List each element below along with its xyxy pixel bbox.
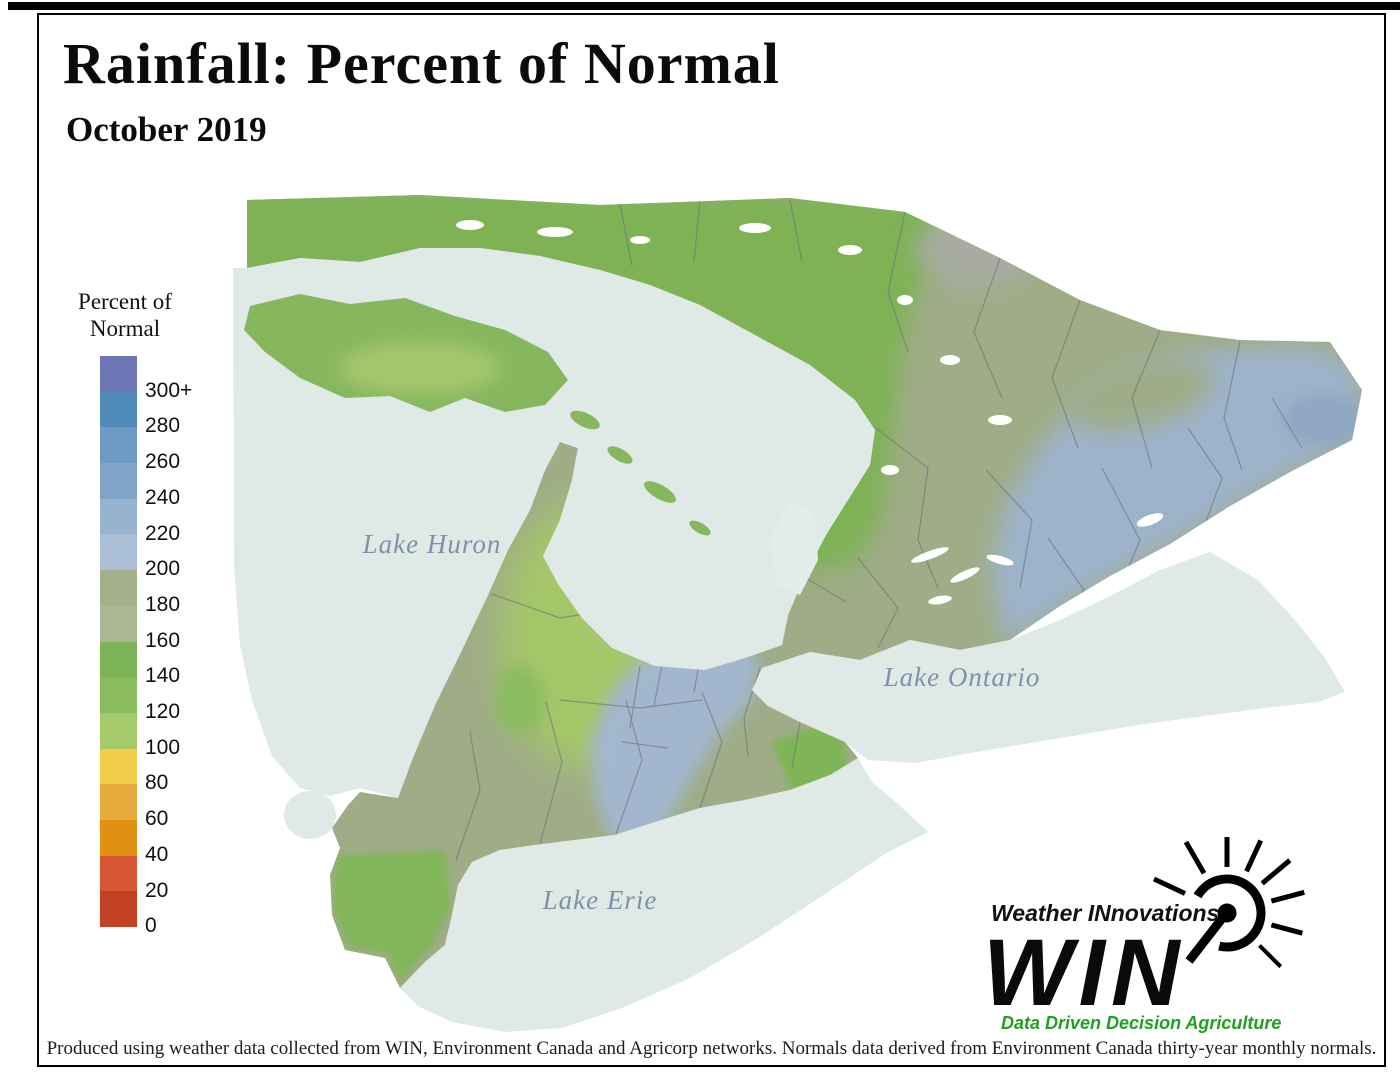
region-west-green-hint (495, 665, 545, 735)
legend-band-280 (100, 391, 137, 428)
sun-icon (1152, 837, 1305, 969)
lake-erie-label: Lake Erie (542, 885, 658, 915)
legend-label-140: 140 (145, 664, 181, 688)
lake-huron-label: Lake Huron (362, 529, 502, 559)
page-subtitle: October 2019 (66, 110, 267, 149)
legend-band-20 (100, 855, 137, 892)
logo-brand-text: Weather INnovations (991, 900, 1219, 926)
region-ottawa-olive (1066, 359, 1214, 431)
legend-label-220: 220 (145, 521, 181, 545)
legend-label-0: 0 (145, 914, 157, 938)
legend-band-140 (100, 641, 137, 678)
footer-note: Produced using weather data collected fr… (46, 1038, 1377, 1059)
legend-band-180 (100, 570, 137, 606)
legend-title-line1: Percent of (78, 289, 172, 314)
legend-band-220 (100, 498, 137, 535)
legend-band-0 (100, 891, 137, 927)
legend-band-60 (100, 784, 137, 820)
lake-simcoe-shape (770, 500, 818, 595)
legend-band-160 (100, 605, 137, 642)
lake-erie-shape (400, 758, 928, 1032)
logo-acronym-text: WIN (983, 920, 1186, 1026)
legend-band-240 (100, 463, 137, 499)
page-frame (37, 13, 1386, 1067)
region-essex-green (334, 850, 450, 982)
legend-label-40: 40 (145, 842, 169, 866)
legend-title: Percent of Normal (40, 288, 210, 342)
legend: Percent of Normal 300+ 280 260 240 220 200 180… (40, 288, 210, 937)
region-fareast-blue (1283, 394, 1362, 446)
legend-label-240: 240 (145, 485, 181, 509)
logo-tagline-text: Data Driven Decision Agriculture (1001, 1013, 1281, 1033)
legend-label-20: 20 (145, 878, 169, 902)
lake-ontario-label: Lake Ontario (883, 662, 1041, 692)
legend-label-160: 160 (145, 628, 181, 652)
lake-st-clair-shape (284, 791, 336, 839)
legend-band-200 (100, 534, 137, 571)
legend-label-60: 60 (145, 807, 169, 831)
region-top-gray-patch (915, 210, 1035, 290)
legend-band-80 (100, 748, 137, 785)
legend-label-280: 280 (145, 414, 181, 438)
page-title: Rainfall: Percent of Normal (63, 31, 780, 96)
top-border-bar (8, 2, 1400, 10)
legend-band-260 (100, 427, 137, 464)
legend-label-80: 80 (145, 771, 169, 795)
legend-label-260: 260 (145, 450, 181, 474)
manitoulin-light-patch (340, 342, 500, 394)
legend-color-bar (100, 356, 137, 927)
legend-band-40 (100, 819, 137, 856)
legend-label-180: 180 (145, 592, 181, 616)
legend-label-200: 200 (145, 557, 181, 581)
legend-label-300+: 300+ (145, 378, 193, 402)
legend-label-100: 100 (145, 735, 181, 759)
win-logo: Weather INnovations WIN Data Driven Deci… (983, 837, 1305, 1033)
legend-band-300+ (100, 356, 137, 392)
lake-ontario-shape (752, 552, 1345, 763)
legend-band-100 (100, 712, 137, 749)
legend-label-120: 120 (145, 700, 181, 723)
legend-title-line2: Normal (89, 316, 161, 341)
legend-band-120 (100, 677, 137, 713)
